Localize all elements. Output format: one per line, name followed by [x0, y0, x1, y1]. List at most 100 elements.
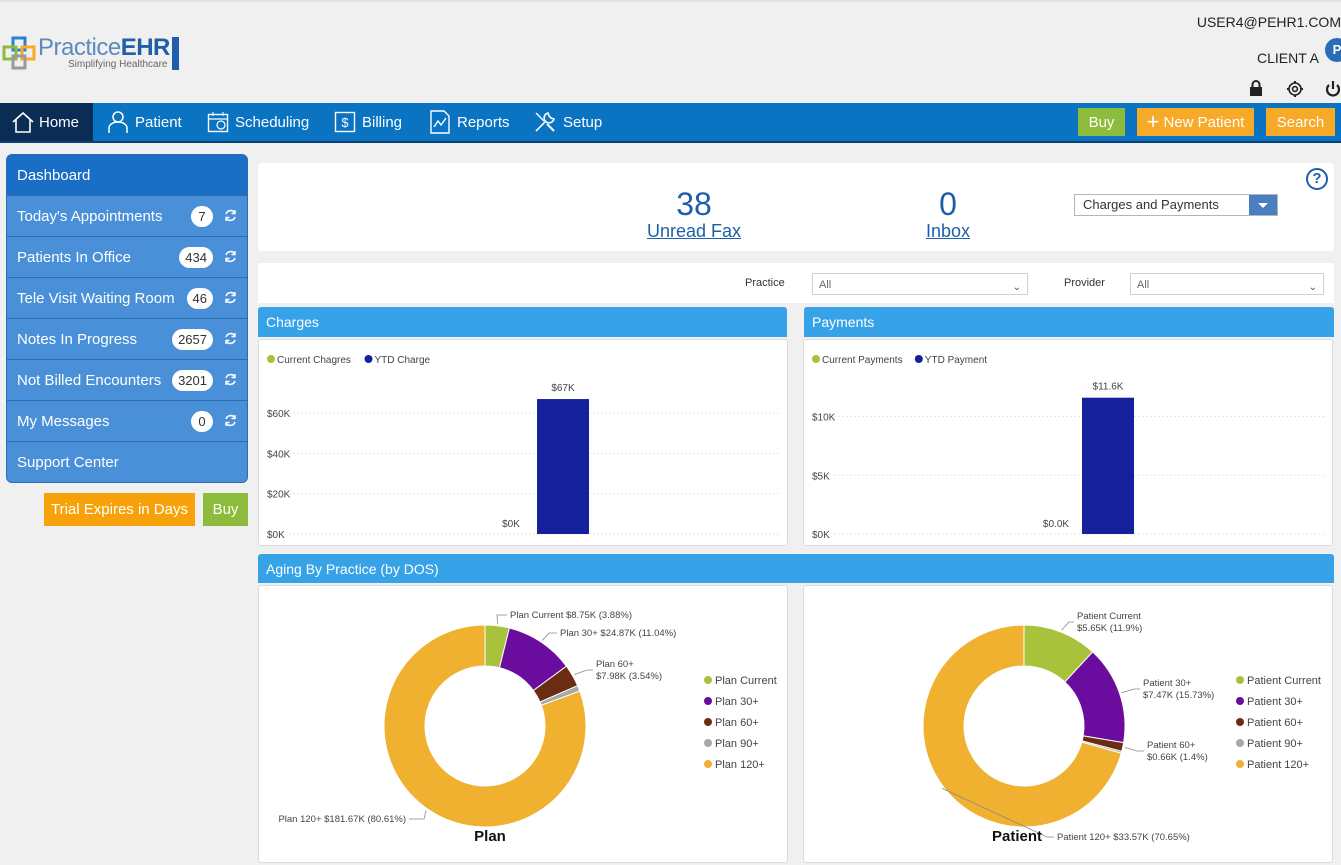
logo-bar	[171, 36, 179, 70]
inbox-count: 0	[939, 186, 957, 222]
legend-swatch	[704, 676, 712, 684]
donut-title: Patient	[992, 828, 1042, 845]
sidebar-item-patients-in-office[interactable]: Patients In Office 434	[7, 237, 247, 278]
legend-swatch	[1236, 697, 1244, 705]
main-nav: Home Patient Scheduling $ Billing Report…	[0, 103, 1341, 143]
nav-patient[interactable]: Patient	[107, 103, 182, 141]
sidebar-item-not-billed-encounters[interactable]: Not Billed Encounters 3201	[7, 360, 247, 401]
practice-ehr-logo[interactable]: PracticeEHR Simplifying Healthcare	[2, 36, 179, 70]
callout-line	[1124, 747, 1144, 752]
summary-panel: 38 Unread Fax 0 Inbox Charges and Paymen…	[258, 163, 1334, 251]
inbox-stat[interactable]: 0 Inbox	[908, 187, 988, 242]
sidebar-item-todays-appointments[interactable]: Today's Appointments 7	[7, 196, 247, 237]
callout-line	[574, 669, 593, 676]
refresh-icon[interactable]	[224, 332, 237, 345]
refresh-icon[interactable]	[224, 250, 237, 263]
legend-label: Plan 30+	[715, 696, 759, 708]
sidebar-item-support-center[interactable]: Support Center	[7, 442, 247, 482]
calendar-icon	[207, 112, 229, 133]
user-email[interactable]: USER4@PEHR1.COM	[1196, 14, 1341, 30]
inbox-link[interactable]: Inbox	[925, 221, 971, 241]
search-button[interactable]: Search	[1266, 108, 1335, 136]
callout-line	[409, 810, 427, 820]
nav-setup[interactable]: Setup	[533, 103, 602, 141]
unread-fax-stat[interactable]: 38 Unread Fax	[644, 187, 744, 242]
count-badge: 2657	[172, 329, 213, 350]
nav-billing[interactable]: $ Billing	[334, 103, 402, 141]
legend-ytd-label: YTD Charge	[375, 355, 431, 366]
legend-swatch	[1236, 760, 1244, 768]
provider-label: Provider	[1064, 277, 1105, 289]
legend-label: Plan Current	[715, 675, 777, 687]
ytd-bar	[1082, 397, 1134, 534]
count-badge: 0	[191, 411, 213, 432]
nav-reports[interactable]: Reports	[429, 103, 510, 141]
slice-label: Plan 30+ $24.87K (11.04%)	[560, 628, 676, 639]
legend-current-swatch	[267, 355, 275, 363]
plan-aging-chart: Plan Current $8.75K (3.88%) Plan 30+ $24.…	[258, 585, 788, 863]
sidebar-item-label: Today's Appointments	[17, 207, 163, 225]
provider-select[interactable]: All ⌄	[1130, 273, 1324, 295]
y-tick-label: $5K	[812, 471, 830, 482]
slice-label: Plan 120+ $181.67K (80.61%)	[278, 814, 406, 825]
payments-chart-svg: Current Payments YTD Payment $0K $5K $10K $11…	[812, 355, 1324, 541]
client-name[interactable]: CLIENT A	[1257, 50, 1319, 66]
chevron-down-icon: ⌄	[1308, 282, 1317, 293]
y-tick-label: $0K	[812, 530, 830, 541]
refresh-icon[interactable]	[224, 373, 237, 386]
buy-button[interactable]: Buy	[1078, 108, 1125, 136]
sidebar-item-tele-visit-waiting-room[interactable]: Tele Visit Waiting Room 46	[7, 278, 247, 319]
callout-line	[1061, 621, 1074, 631]
new-patient-button[interactable]: + New Patient	[1137, 108, 1254, 136]
client-badge-icon[interactable]: P	[1325, 38, 1341, 62]
donut-slice	[922, 624, 1122, 828]
wrench-icon	[535, 112, 555, 132]
refresh-icon[interactable]	[224, 209, 237, 222]
refresh-icon[interactable]	[224, 291, 237, 304]
patient-icon	[108, 111, 128, 133]
plus-icon: +	[1146, 109, 1160, 134]
app-header: PracticeEHR Simplifying Healthcare USER4…	[0, 0, 1341, 103]
slice-label: Patient Current	[1077, 611, 1141, 622]
slice-label: Patient 30+	[1143, 678, 1192, 689]
help-icon[interactable]: ?	[1306, 168, 1328, 190]
lock-icon[interactable]	[1249, 80, 1263, 96]
sidebar-item-label: Tele Visit Waiting Room	[17, 289, 175, 307]
report-type-select[interactable]: Charges and Payments	[1074, 194, 1278, 216]
nav-patient-label: Patient	[135, 113, 182, 131]
nav-scheduling-label: Scheduling	[235, 113, 310, 131]
sidebar-item-label: My Messages	[17, 412, 110, 430]
sidebar-item-label: Notes In Progress	[17, 330, 138, 348]
slice-label: Plan Current $8.75K (3.88%)	[510, 610, 632, 621]
sidebar-item-my-messages[interactable]: My Messages 0	[7, 401, 247, 442]
chevron-down-icon: ⌄	[1012, 282, 1021, 293]
slice-label: Patient 120+ $33.57K (70.65%)	[1057, 832, 1190, 843]
ytd-bar-label: $67K	[551, 383, 575, 394]
legend-swatch	[1236, 718, 1244, 726]
trial-expires-button[interactable]: Trial Expires in Days	[44, 493, 195, 526]
legend-label: Patient 30+	[1247, 696, 1303, 708]
legend-label: Patient 90+	[1247, 738, 1303, 750]
billing-icon: $	[334, 111, 356, 133]
nav-home[interactable]: Home	[0, 103, 93, 141]
logo-cross-icon	[2, 36, 36, 70]
legend-label: Patient 120+	[1247, 759, 1309, 771]
y-tick-label: $60K	[267, 409, 291, 420]
sidebar-item-notes-in-progress[interactable]: Notes In Progress 2657	[7, 319, 247, 360]
unread-fax-link[interactable]: Unread Fax	[646, 221, 742, 241]
practice-select[interactable]: All ⌄	[812, 273, 1028, 295]
gear-icon[interactable]	[1286, 80, 1304, 98]
legend-current-label: Current Payments	[822, 355, 903, 366]
count-badge: 434	[179, 247, 213, 268]
new-patient-label: New Patient	[1163, 113, 1245, 131]
charges-header: Charges	[258, 307, 787, 337]
callout-line	[1121, 688, 1140, 694]
nav-scheduling[interactable]: Scheduling	[207, 103, 309, 141]
sidebar-item-dashboard[interactable]: Dashboard	[7, 155, 247, 196]
power-icon[interactable]	[1325, 80, 1341, 98]
sidebar-buy-button[interactable]: Buy	[203, 493, 248, 526]
charges-chart: Current Chagres YTD Charge $0K $20K $40K $60K…	[258, 339, 788, 546]
dropdown-arrow-icon[interactable]	[1249, 195, 1277, 215]
slice-label: $5.65K (11.9%)	[1077, 623, 1142, 634]
refresh-icon[interactable]	[224, 414, 237, 427]
